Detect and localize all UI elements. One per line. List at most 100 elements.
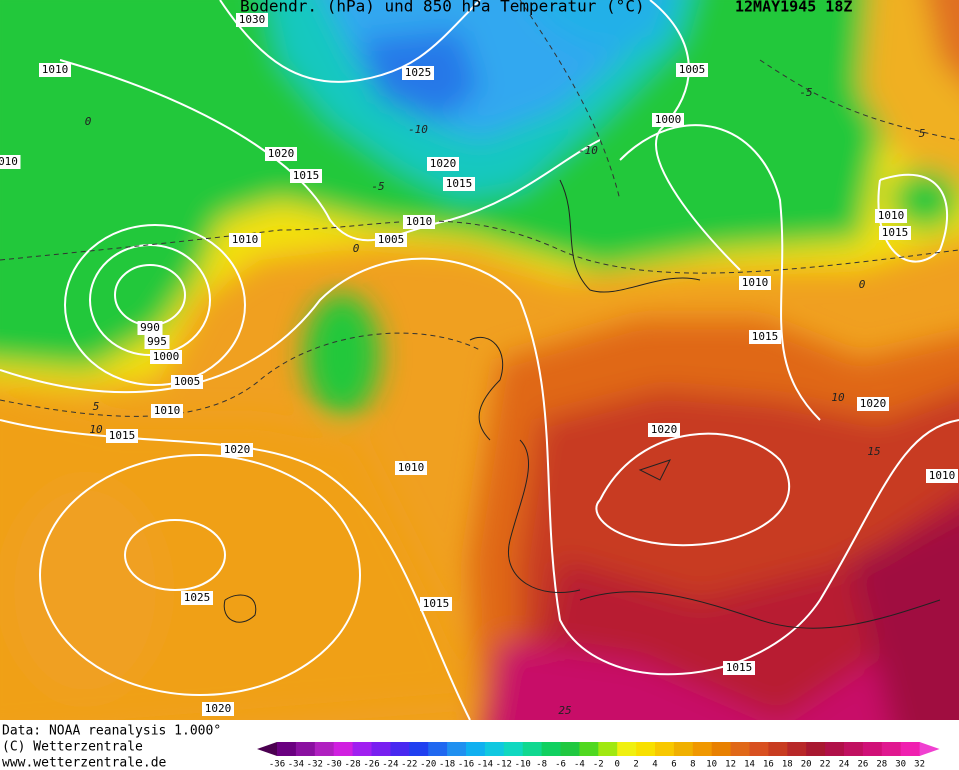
colorbar-swatch bbox=[768, 742, 788, 756]
colorbar-label: 12 bbox=[725, 760, 736, 770]
colorbar-end bbox=[257, 742, 277, 756]
colorbar-swatch bbox=[806, 742, 826, 756]
colorbar-label: -2 bbox=[593, 760, 604, 770]
isobar-label: 1005 bbox=[679, 63, 706, 76]
colorbar-label: -8 bbox=[536, 760, 547, 770]
colorbar-label: 18 bbox=[782, 760, 793, 770]
colorbar-swatch bbox=[371, 742, 391, 756]
isobar-label: 1015 bbox=[293, 169, 320, 182]
isobar-label: 995 bbox=[147, 335, 167, 348]
isotherm-label: 0 bbox=[859, 278, 866, 291]
colorbar-label: 26 bbox=[857, 760, 868, 770]
isobar-label: 1010 bbox=[406, 215, 433, 228]
isotherm-label: 0 bbox=[85, 115, 92, 128]
map-title: Bodendr. (hPa) und 850 hPa Temperatur (°… bbox=[240, 0, 645, 16]
isobar-label-box bbox=[875, 209, 907, 223]
colorbar: -36 -34 -32 -30 -28 -26 -24 -22 -20 -18 -16 -14 -12-… bbox=[257, 742, 940, 770]
isobar-label-box bbox=[229, 233, 261, 247]
isobar-label-box bbox=[265, 147, 297, 161]
colorbar-label: -26 bbox=[363, 760, 379, 770]
colorbar-swatch bbox=[428, 742, 448, 756]
isobar-label-box bbox=[402, 66, 434, 80]
colorbar-swatch bbox=[390, 742, 410, 756]
colorbar-label: 8 bbox=[690, 760, 695, 770]
colorbar-swatch bbox=[522, 742, 543, 756]
colorbar-label: 4 bbox=[652, 760, 657, 770]
colorbar-end bbox=[919, 742, 940, 756]
isobar-label: 1020 bbox=[268, 147, 295, 160]
colorbar-label: 20 bbox=[801, 760, 812, 770]
isobar-label-box bbox=[375, 233, 407, 247]
colorbar-label: -32 bbox=[307, 760, 323, 770]
colorbar-label: -16 bbox=[458, 760, 474, 770]
website: www.wetterzentrale.de bbox=[2, 756, 167, 770]
colorbar-swatch bbox=[862, 742, 883, 756]
isobar-label-box bbox=[221, 443, 253, 457]
isobar-label-box bbox=[739, 276, 771, 290]
colorbar-swatch bbox=[881, 742, 902, 756]
colorbar-label: 14 bbox=[744, 760, 755, 770]
colorbar-swatch bbox=[617, 742, 637, 756]
colorbar-swatch bbox=[560, 742, 580, 756]
isobar-label: 1020 bbox=[651, 423, 678, 436]
isobar-label-box bbox=[420, 597, 452, 611]
colorbar-label: -22 bbox=[401, 760, 417, 770]
colorbar-swatch bbox=[277, 742, 297, 756]
colorbar-label: -24 bbox=[382, 760, 398, 770]
isotherm-label: 5 bbox=[93, 400, 100, 413]
isobar-label: 1010 bbox=[398, 461, 425, 474]
isobar-label-box bbox=[0, 155, 21, 169]
isobar-label: 1010 bbox=[232, 233, 259, 246]
isobar-label-box bbox=[106, 429, 138, 443]
isobar-label: 1010 bbox=[42, 63, 69, 76]
isobar-label: 1015 bbox=[446, 177, 473, 190]
isobar-label-box bbox=[723, 661, 755, 675]
isobar-label-box bbox=[236, 13, 268, 27]
data-source: Data: NOAA reanalysis 1.000° bbox=[2, 724, 221, 739]
isotherm-label: 10 bbox=[831, 391, 845, 404]
colorbar-label: -20 bbox=[420, 760, 436, 770]
colorbar-label: 22 bbox=[820, 760, 831, 770]
colorbar-swatch bbox=[673, 742, 694, 756]
isobar-label: 990 bbox=[140, 321, 160, 334]
isobar-label-box bbox=[150, 350, 182, 364]
isobar-label: 1030 bbox=[239, 13, 266, 26]
colorbar-swatch bbox=[466, 742, 486, 756]
colorbar-swatch bbox=[314, 742, 335, 756]
isotherm-label: 5 bbox=[919, 127, 926, 140]
isobar-label-box bbox=[676, 63, 708, 77]
colorbar-swatch bbox=[730, 742, 750, 756]
colorbar-label: -6 bbox=[555, 760, 566, 770]
colorbar-swatch bbox=[844, 742, 864, 756]
isotherm-label: -10 bbox=[408, 123, 428, 136]
colorbar-label: -36 bbox=[269, 760, 285, 770]
colorbar-swatch bbox=[579, 742, 599, 756]
colorbar-swatch bbox=[655, 742, 675, 756]
colorbar-label: -10 bbox=[515, 760, 531, 770]
isobar-label: 1015 bbox=[882, 226, 909, 239]
colorbar-label: 0 bbox=[614, 760, 619, 770]
colorbar-swatch bbox=[825, 742, 845, 756]
isobar-label-box bbox=[427, 157, 459, 171]
colorbar-label: -12 bbox=[496, 760, 512, 770]
colorbar-label: 30 bbox=[895, 760, 906, 770]
colorbar-swatch bbox=[787, 742, 807, 756]
colorbar-label: -30 bbox=[326, 760, 342, 770]
isobar-label-box bbox=[403, 215, 435, 229]
isobar-label-box bbox=[648, 423, 680, 437]
isobar-label: 010 bbox=[0, 155, 18, 168]
isobar-label: 1000 bbox=[655, 113, 682, 126]
isotherm-label: 25 bbox=[558, 704, 571, 717]
colorbar-label: -18 bbox=[439, 760, 455, 770]
colorbar-swatch bbox=[352, 742, 372, 756]
isobar-label-box bbox=[926, 469, 958, 483]
colorbar-swatch bbox=[900, 742, 921, 756]
isobar-label: 1015 bbox=[109, 429, 136, 442]
isobar-label-box bbox=[171, 375, 203, 389]
isobar-label: 1025 bbox=[405, 66, 432, 79]
colorbar-label: -14 bbox=[477, 760, 493, 770]
isotherm-label: -5 bbox=[371, 180, 384, 193]
colorbar-swatch bbox=[484, 742, 505, 756]
isobar-label-box bbox=[39, 63, 71, 77]
